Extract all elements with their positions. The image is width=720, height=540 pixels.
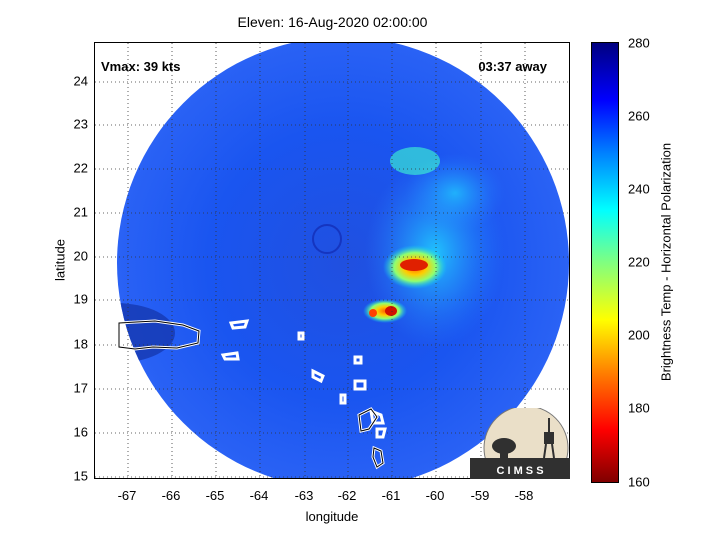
map-svg (95, 43, 569, 478)
colorbar-label: Brightness Temp - Horizontal Polarizatio… (658, 142, 674, 382)
map-plot-area: Vmax: 39 kts 03:37 away (94, 42, 570, 479)
cimss-logo: C I M S S (470, 405, 570, 491)
y-tick-label: 20 (73, 248, 88, 264)
colorbar-tick-label: 260 (628, 108, 650, 124)
colorbar-tick-label: 200 (628, 327, 650, 343)
x-tick-label: -64 (249, 488, 269, 503)
storm-center-marker (312, 224, 342, 254)
vmax-label: Vmax: 39 kts (101, 59, 181, 74)
colorbar-tick-label: 240 (628, 181, 650, 197)
y-tick-label: 15 (73, 468, 88, 484)
x-tick-label: -67 (117, 488, 137, 503)
cimss-logo-text: C I M S S (496, 465, 543, 477)
x-tick-label: -65 (205, 488, 225, 503)
x-tick-label: -66 (161, 488, 181, 503)
x-tick-label: -60 (425, 488, 445, 503)
y-tick-label: 17 (73, 380, 88, 396)
time-away-label: 03:37 away (478, 59, 547, 74)
y-tick-label: 18 (73, 336, 88, 352)
y-tick-label: 24 (73, 73, 88, 89)
colorbar-tick-label: 180 (628, 400, 650, 416)
colorbar-tick-label: 220 (628, 254, 650, 270)
x-axis-label: longitude (305, 509, 359, 524)
colorbar-tick-label: 160 (628, 474, 650, 490)
colorbar-tick-label: 280 (628, 35, 650, 51)
x-tick-label: -62 (337, 488, 357, 503)
y-tick-label: 22 (73, 160, 88, 176)
microwave-swath (117, 43, 569, 478)
y-tick-label: 21 (73, 204, 88, 220)
colorbar (591, 42, 619, 483)
plot-title: Eleven: 16-Aug-2020 02:00:00 (237, 14, 428, 30)
x-tick-label: -63 (294, 488, 314, 503)
y-tick-label: 23 (73, 116, 88, 132)
y-tick-label: 19 (73, 291, 88, 307)
x-tick-label: -59 (470, 488, 490, 503)
x-tick-label: -61 (381, 488, 401, 503)
y-tick-label: 16 (73, 424, 88, 440)
x-tick-label: -58 (514, 488, 534, 503)
